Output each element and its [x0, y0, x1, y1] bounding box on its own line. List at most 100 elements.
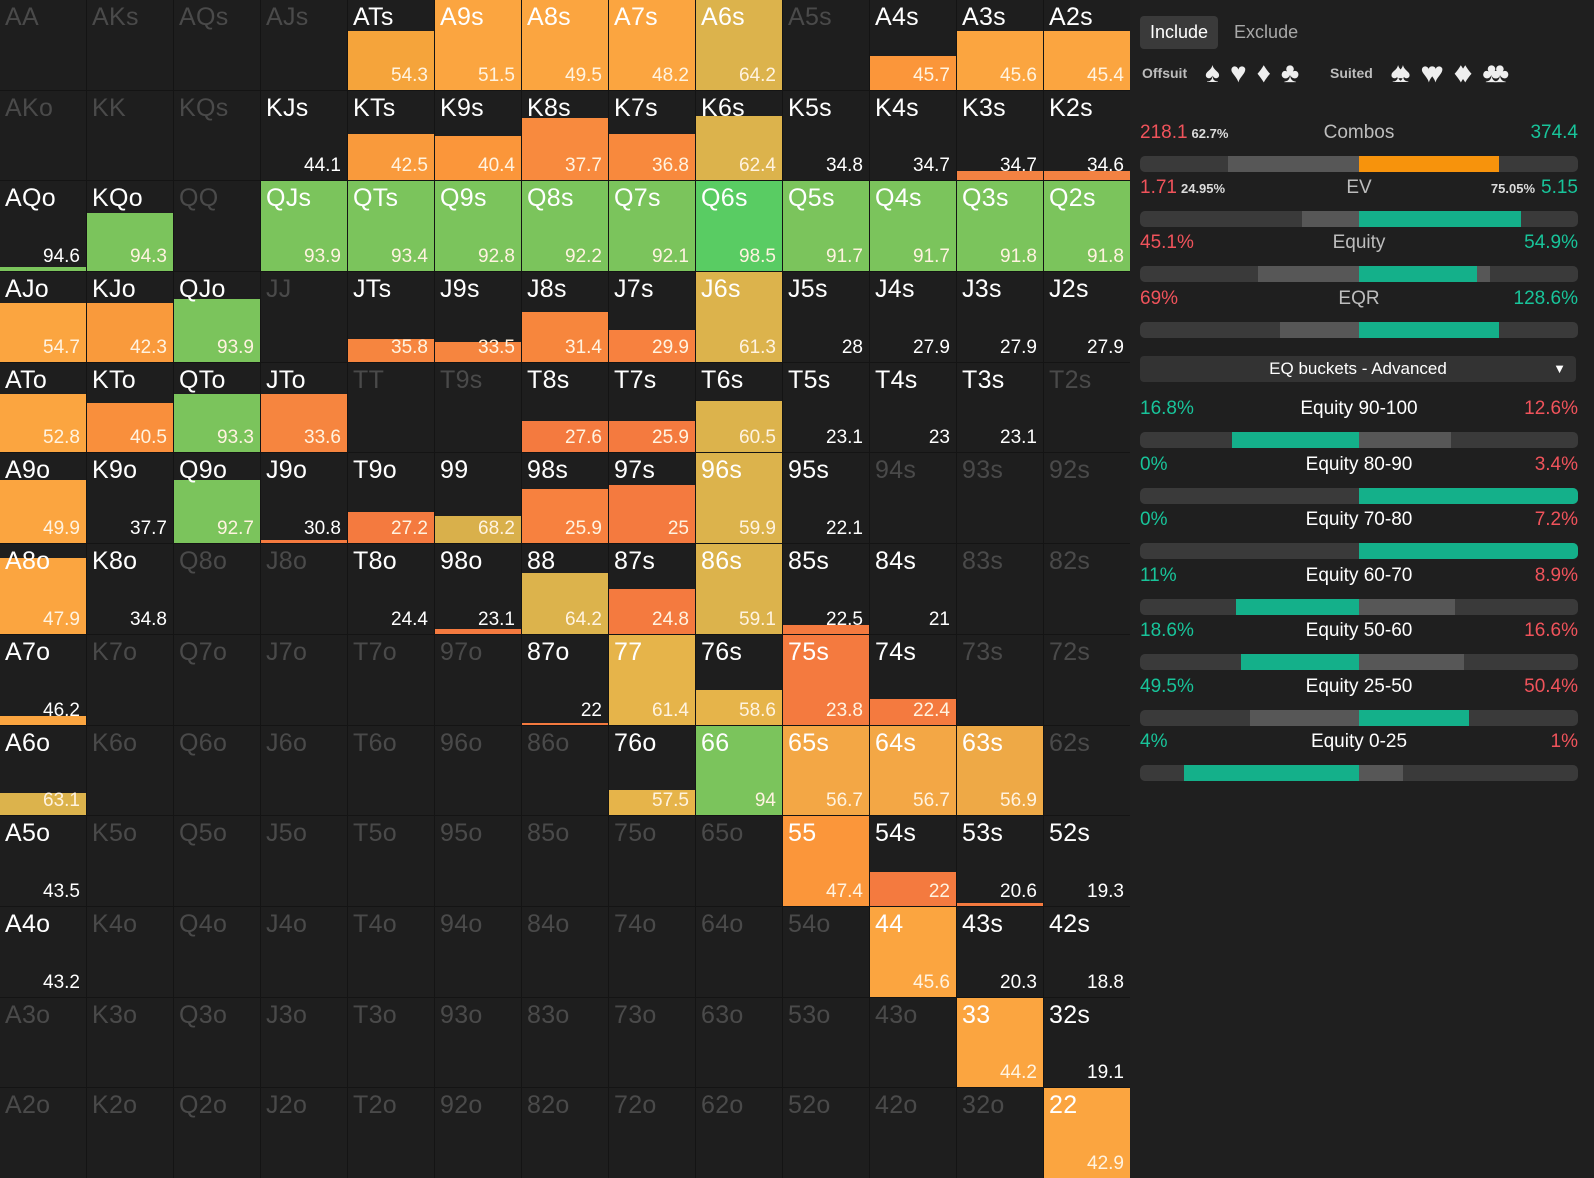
hand-cell[interactable]: J2o [261, 1088, 347, 1178]
hand-cell[interactable]: T5s 23.1 [783, 362, 869, 453]
hand-cell[interactable]: 97o [435, 634, 521, 725]
hand-cell[interactable]: A7s 48.2 [609, 0, 695, 90]
hand-cell[interactable]: J2s 27.9 [1044, 272, 1130, 362]
hand-cell[interactable]: T9o 27.2 [348, 453, 434, 544]
hand-cell[interactable]: T2s [1044, 362, 1130, 453]
hand-cell[interactable]: JTs 35.8 [348, 272, 434, 362]
hand-cell[interactable]: 73s [957, 634, 1043, 725]
hand-cell[interactable]: 65o [696, 816, 782, 906]
hand-cell[interactable]: Q3s 91.8 [957, 181, 1043, 272]
hand-cell[interactable]: K8s 37.7 [522, 90, 608, 181]
hand-cell[interactable]: AJs [261, 0, 347, 90]
hand-cell[interactable]: J5o [261, 816, 347, 906]
hand-cell[interactable]: 52s 19.3 [1044, 816, 1130, 906]
hand-cell[interactable]: 76o 57.5 [609, 725, 695, 816]
hand-cell[interactable]: K6o [87, 725, 173, 816]
hand-cell[interactable]: K4o [87, 906, 173, 997]
hand-cell[interactable]: 76s 58.6 [696, 634, 782, 725]
hand-cell[interactable]: 43o [870, 997, 956, 1088]
hand-cell[interactable]: 84o [522, 906, 608, 997]
hand-cell[interactable]: 72o [609, 1088, 695, 1178]
hand-cell[interactable]: J6s 61.3 [696, 272, 782, 362]
hand-cell[interactable]: 53o [783, 997, 869, 1088]
hand-cell[interactable]: TT [348, 362, 434, 453]
hand-cell[interactable]: 63o [696, 997, 782, 1088]
hand-cell[interactable]: KK [87, 90, 173, 181]
hand-cell[interactable]: 94o [435, 906, 521, 997]
hand-cell[interactable]: 63s 56.9 [957, 725, 1043, 816]
hand-cell[interactable]: Q2o [174, 1088, 260, 1178]
hand-cell[interactable]: J8o [261, 544, 347, 634]
hand-cell[interactable]: J8s 31.4 [522, 272, 608, 362]
hand-cell[interactable]: 77 61.4 [609, 634, 695, 725]
hand-cell[interactable]: K8o 34.8 [87, 544, 173, 634]
hand-cell[interactable]: 87s 24.8 [609, 544, 695, 634]
hand-cell[interactable]: K7s 36.8 [609, 90, 695, 181]
hand-cell[interactable]: 66 94 [696, 725, 782, 816]
hand-cell[interactable]: T2o [348, 1088, 434, 1178]
hand-cell[interactable]: 95s 22.1 [783, 453, 869, 544]
hand-cell[interactable]: 93s [957, 453, 1043, 544]
hand-cell[interactable]: J3s 27.9 [957, 272, 1043, 362]
hand-cell[interactable]: A5o 43.5 [0, 816, 86, 906]
hand-cell[interactable]: KJs 44.1 [261, 90, 347, 181]
hand-cell[interactable]: 86o [522, 725, 608, 816]
hand-cell[interactable]: Q5o [174, 816, 260, 906]
hand-cell[interactable]: 43s 20.3 [957, 906, 1043, 997]
hand-cell[interactable]: J4o [261, 906, 347, 997]
hand-cell[interactable]: 54o [783, 906, 869, 997]
hand-cell[interactable]: QQ [174, 181, 260, 272]
hand-cell[interactable]: 96s 59.9 [696, 453, 782, 544]
diamond-icon[interactable]: ♦ [1256, 57, 1271, 88]
hand-cell[interactable]: T3s 23.1 [957, 362, 1043, 453]
hand-cell[interactable]: 74o [609, 906, 695, 997]
hand-cell[interactable]: 44 45.6 [870, 906, 956, 997]
hand-cell[interactable]: J6o [261, 725, 347, 816]
hand-cell[interactable]: 82s [1044, 544, 1130, 634]
hand-cell[interactable]: 98s 25.9 [522, 453, 608, 544]
hand-cell[interactable]: QJs 93.9 [261, 181, 347, 272]
hand-cell[interactable]: T9s [435, 362, 521, 453]
hand-cell[interactable]: 33 44.2 [957, 997, 1043, 1088]
hand-cell[interactable]: K9o 37.7 [87, 453, 173, 544]
double-club-icon[interactable]: ♣♣ [1482, 57, 1509, 88]
hand-cell[interactable]: QTs 93.4 [348, 181, 434, 272]
hand-cell[interactable]: K2o [87, 1088, 173, 1178]
hand-cell[interactable]: Q3o [174, 997, 260, 1088]
hand-cell[interactable]: Q4o [174, 906, 260, 997]
hand-cell[interactable]: K7o [87, 634, 173, 725]
hand-cell[interactable]: A8s 49.5 [522, 0, 608, 90]
hand-cell[interactable]: 85o [522, 816, 608, 906]
hand-cell[interactable]: Q6o [174, 725, 260, 816]
hand-cell[interactable]: K5s 34.8 [783, 90, 869, 181]
hand-cell[interactable]: 54s 22 [870, 816, 956, 906]
hand-cell[interactable]: 86s 59.1 [696, 544, 782, 634]
hand-cell[interactable]: 64o [696, 906, 782, 997]
hand-cell[interactable]: 55 47.4 [783, 816, 869, 906]
double-spade-icon[interactable]: ♠♠ [1390, 57, 1411, 88]
hand-cell[interactable]: QJo 93.9 [174, 272, 260, 362]
hand-cell[interactable]: KQo 94.3 [87, 181, 173, 272]
hand-cell[interactable]: T4o [348, 906, 434, 997]
hand-cell[interactable]: KQs [174, 90, 260, 181]
hand-cell[interactable]: K9s 40.4 [435, 90, 521, 181]
hand-cell[interactable]: K2s 34.6 [1044, 90, 1130, 181]
hand-cell[interactable]: KTs 42.5 [348, 90, 434, 181]
hand-cell[interactable]: T8s 27.6 [522, 362, 608, 453]
hand-cell[interactable]: 83s [957, 544, 1043, 634]
hand-cell[interactable]: K3s 34.7 [957, 90, 1043, 181]
hand-cell[interactable]: 97s 25 [609, 453, 695, 544]
hand-cell[interactable]: 32s 19.1 [1044, 997, 1130, 1088]
hand-cell[interactable]: Q7s 92.1 [609, 181, 695, 272]
hand-cell[interactable]: 62s [1044, 725, 1130, 816]
hand-cell[interactable]: 95o [435, 816, 521, 906]
hand-cell[interactable]: A9s 51.5 [435, 0, 521, 90]
hand-cell[interactable]: AQs [174, 0, 260, 90]
hand-cell[interactable]: AJo 54.7 [0, 272, 86, 362]
hand-cell[interactable]: A8o 47.9 [0, 544, 86, 634]
hand-cell[interactable]: J3o [261, 997, 347, 1088]
hand-cell[interactable]: 87o 22 [522, 634, 608, 725]
hand-cell[interactable]: AQo 94.6 [0, 181, 86, 272]
hand-cell[interactable]: J7o [261, 634, 347, 725]
double-heart-icon[interactable]: ♥♥ [1420, 57, 1444, 88]
